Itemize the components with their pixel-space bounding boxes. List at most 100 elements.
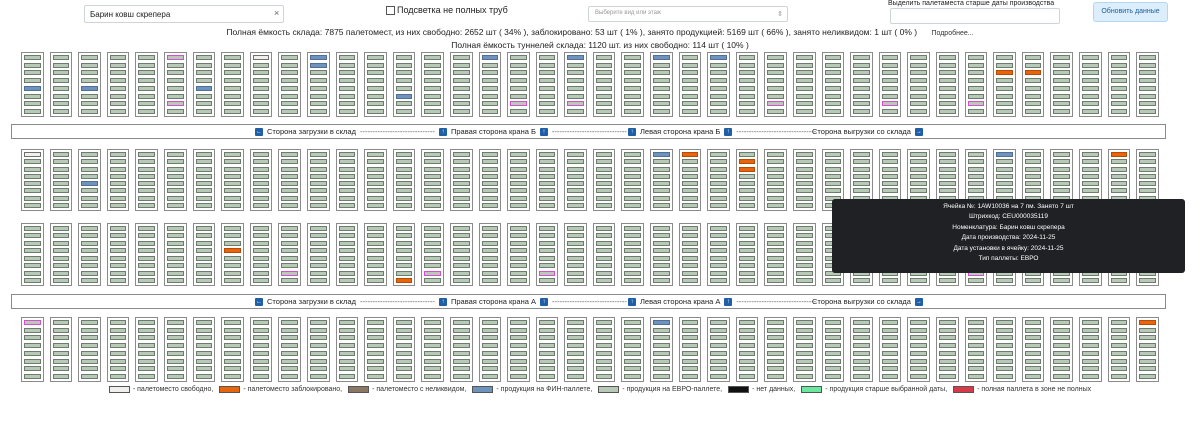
pallet-slot[interactable] <box>996 358 1013 364</box>
pallet-slot[interactable] <box>481 101 499 107</box>
pallet-slot[interactable] <box>796 195 813 201</box>
rack-column[interactable] <box>847 149 876 211</box>
pallet-slot[interactable] <box>395 78 413 84</box>
pallet-slot[interactable] <box>939 108 956 114</box>
pallet-slot[interactable] <box>767 78 785 84</box>
rack-column[interactable] <box>847 52 876 117</box>
pallet-slot[interactable] <box>595 373 613 379</box>
pallet-slot[interactable] <box>996 188 1013 194</box>
pallet-slot[interactable] <box>510 195 527 201</box>
pallet-slot[interactable] <box>881 358 899 364</box>
pallet-slot[interactable] <box>52 85 70 91</box>
pallet-slot[interactable] <box>967 181 985 187</box>
pallet-slot[interactable] <box>824 101 842 107</box>
rack-column[interactable] <box>1076 317 1105 382</box>
pallet-slot[interactable] <box>510 270 527 276</box>
pallet-slot[interactable] <box>767 255 785 261</box>
pallet-slot[interactable] <box>395 233 413 239</box>
pallet-slot[interactable] <box>510 335 527 341</box>
pallet-slot[interactable] <box>824 327 842 333</box>
pallet-slot[interactable] <box>624 350 642 356</box>
pallet-slot[interactable] <box>595 233 613 239</box>
pallet-slot[interactable] <box>624 108 642 114</box>
pallet-slot[interactable] <box>395 366 413 372</box>
pallet-slot[interactable] <box>595 202 613 208</box>
pallet-slot[interactable] <box>81 240 98 246</box>
pallet-slot[interactable] <box>24 166 41 172</box>
pallet-slot[interactable] <box>910 181 927 187</box>
pallet-slot[interactable] <box>538 202 556 208</box>
pallet-slot[interactable] <box>653 277 670 283</box>
pallet-slot[interactable] <box>309 343 327 349</box>
pallet-slot[interactable] <box>224 159 241 165</box>
pallet-slot[interactable] <box>624 226 642 231</box>
pallet-slot[interactable] <box>710 277 727 283</box>
rack-column[interactable] <box>476 149 505 211</box>
rack-column[interactable] <box>418 52 447 117</box>
rack-column[interactable] <box>790 52 819 117</box>
pallet-slot[interactable] <box>681 159 699 165</box>
pallet-slot[interactable] <box>767 350 785 356</box>
rack-column[interactable] <box>275 223 304 286</box>
pallet-slot[interactable] <box>967 188 985 194</box>
pallet-slot[interactable] <box>1024 366 1042 372</box>
pallet-slot[interactable] <box>481 358 499 364</box>
pallet-slot[interactable] <box>424 202 441 208</box>
pallet-slot[interactable] <box>653 70 670 76</box>
pallet-slot[interactable] <box>424 108 441 114</box>
pallet-slot[interactable] <box>1081 93 1099 99</box>
rack-column[interactable] <box>161 317 190 382</box>
pallet-slot[interactable] <box>595 350 613 356</box>
pallet-slot[interactable] <box>967 335 985 341</box>
pallet-slot[interactable] <box>881 85 899 91</box>
pallet-slot[interactable] <box>138 70 155 76</box>
pallet-slot[interactable] <box>681 327 699 333</box>
pallet-slot[interactable] <box>309 270 327 276</box>
pallet-slot[interactable] <box>138 373 155 379</box>
pallet-slot[interactable] <box>1053 101 1070 107</box>
pallet-slot[interactable] <box>1053 93 1070 99</box>
pallet-slot[interactable] <box>1110 277 1128 283</box>
pallet-slot[interactable] <box>195 327 213 333</box>
pallet-slot[interactable] <box>109 263 127 269</box>
pallet-slot[interactable] <box>1024 159 1042 165</box>
rack-column[interactable] <box>761 52 790 117</box>
rack-column[interactable] <box>361 223 390 286</box>
pallet-slot[interactable] <box>996 343 1013 349</box>
pallet-slot[interactable] <box>281 327 298 333</box>
pallet-slot[interactable] <box>1024 85 1042 91</box>
pallet-slot[interactable] <box>224 202 241 208</box>
arrow-up-icon[interactable]: ↑ <box>439 127 447 136</box>
pallet-slot[interactable] <box>567 320 584 325</box>
pallet-slot[interactable] <box>195 195 213 201</box>
pallet-slot[interactable] <box>681 152 699 157</box>
pallet-slot[interactable] <box>738 358 756 364</box>
pallet-slot[interactable] <box>824 85 842 91</box>
pallet-slot[interactable] <box>567 366 584 372</box>
pallet-slot[interactable] <box>424 270 441 276</box>
pallet-slot[interactable] <box>109 320 127 325</box>
pallet-slot[interactable] <box>52 358 70 364</box>
rack-column[interactable] <box>990 149 1019 211</box>
pallet-slot[interactable] <box>367 270 384 276</box>
pallet-slot[interactable] <box>738 108 756 114</box>
pallet-slot[interactable] <box>424 85 441 91</box>
pallet-slot[interactable] <box>710 270 727 276</box>
pallet-slot[interactable] <box>910 366 927 372</box>
pallet-slot[interactable] <box>939 152 956 157</box>
pallet-slot[interactable] <box>109 358 127 364</box>
rack-column[interactable] <box>361 317 390 382</box>
pallet-slot[interactable] <box>309 70 327 76</box>
rack-column[interactable] <box>247 149 276 211</box>
rack-column[interactable] <box>190 317 219 382</box>
pallet-slot[interactable] <box>195 101 213 107</box>
pallet-slot[interactable] <box>424 188 441 194</box>
pallet-slot[interactable] <box>1081 366 1099 372</box>
pallet-slot[interactable] <box>1081 181 1099 187</box>
pallet-slot[interactable] <box>395 108 413 114</box>
pallet-slot[interactable] <box>881 373 899 379</box>
pallet-slot[interactable] <box>24 226 41 231</box>
pallet-slot[interactable] <box>996 327 1013 333</box>
pallet-slot[interactable] <box>52 327 70 333</box>
pallet-slot[interactable] <box>24 233 41 239</box>
